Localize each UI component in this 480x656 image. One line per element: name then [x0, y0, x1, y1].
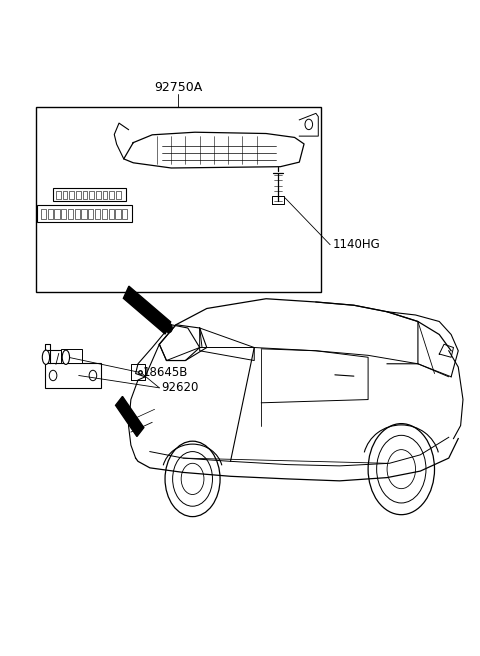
Bar — [46, 350, 66, 365]
Bar — [116, 192, 121, 199]
Bar — [89, 192, 94, 199]
Bar — [75, 209, 80, 219]
Bar — [68, 209, 73, 219]
Bar — [109, 192, 114, 199]
Bar — [82, 209, 87, 219]
Bar — [56, 192, 60, 199]
Bar — [96, 192, 101, 199]
Bar — [54, 209, 60, 219]
Text: 1140HG: 1140HG — [333, 238, 380, 251]
Polygon shape — [124, 133, 304, 168]
Text: 92620: 92620 — [162, 381, 199, 394]
Bar — [36, 107, 321, 292]
Bar — [108, 209, 114, 219]
Bar — [95, 209, 100, 219]
Bar — [69, 192, 74, 199]
Bar — [61, 349, 83, 363]
Ellipse shape — [62, 350, 70, 365]
Bar — [41, 209, 46, 219]
Polygon shape — [116, 396, 144, 436]
Bar — [122, 209, 127, 219]
Bar — [48, 209, 53, 219]
Bar — [103, 192, 108, 199]
Bar — [76, 192, 81, 199]
Ellipse shape — [42, 350, 49, 365]
Bar — [53, 188, 126, 201]
Bar — [88, 209, 94, 219]
Bar — [83, 192, 87, 199]
Text: 92750A: 92750A — [154, 81, 203, 94]
Bar — [62, 192, 67, 199]
Text: 18645B: 18645B — [143, 366, 188, 379]
Bar — [102, 209, 107, 219]
Bar — [37, 205, 132, 222]
Circle shape — [166, 323, 172, 333]
Bar — [61, 209, 66, 219]
Bar — [45, 363, 101, 388]
Bar — [115, 209, 120, 219]
Polygon shape — [123, 286, 171, 334]
